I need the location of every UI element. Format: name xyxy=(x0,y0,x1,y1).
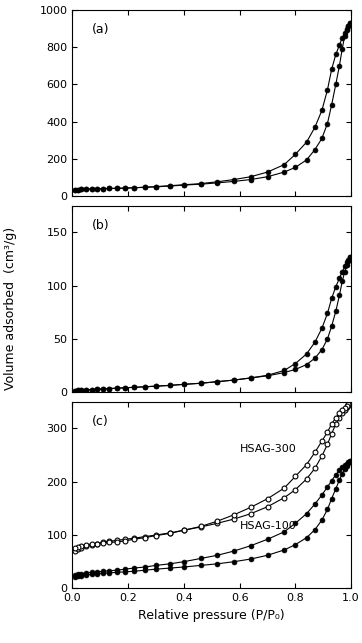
Text: (b): (b) xyxy=(92,219,110,231)
Text: (c): (c) xyxy=(92,415,109,428)
Text: (a): (a) xyxy=(92,23,109,36)
Text: HSAG-300: HSAG-300 xyxy=(240,444,296,455)
Text: HSAG-100: HSAG-100 xyxy=(240,521,296,530)
X-axis label: Relative pressure (P/P₀): Relative pressure (P/P₀) xyxy=(138,609,285,622)
Text: Volume adsorbed  (cm³/g): Volume adsorbed (cm³/g) xyxy=(4,227,17,390)
